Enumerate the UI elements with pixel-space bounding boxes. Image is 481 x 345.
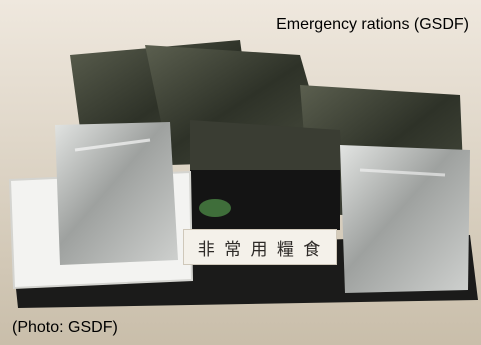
photo-caption: Emergency rations (GSDF) xyxy=(276,16,469,33)
ration-label-text: 非 常 用 糧 食 xyxy=(197,239,323,260)
foil-highlight xyxy=(74,138,151,152)
photo-credit: (Photo: GSDF) xyxy=(12,319,118,336)
silver-pouch-right xyxy=(340,145,470,293)
green-item xyxy=(199,199,231,217)
foil-highlight xyxy=(359,168,446,177)
silver-pouch-left xyxy=(55,122,178,265)
ration-label-card: 非 常 用 糧 食 xyxy=(183,229,337,265)
